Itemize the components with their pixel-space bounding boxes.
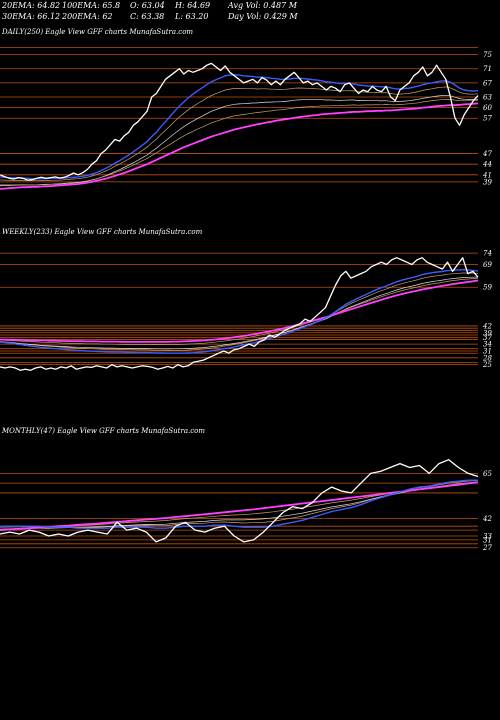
weekly-ytick-label-3: 42 <box>482 322 492 330</box>
header-row1-item-1: 100EMA: 65.8 <box>62 1 121 10</box>
daily-ema-band-1 <box>0 94 479 186</box>
monthly-ema20-line <box>0 479 478 529</box>
header-row2-item-2: C: 63.38 <box>130 12 165 21</box>
daily-ema20-line <box>0 74 479 180</box>
daily-ytick-label-0: 75 <box>483 51 492 59</box>
weekly-ema-band-1 <box>0 276 479 350</box>
header-row2-item-1: 200EMA: 62 <box>62 12 113 21</box>
daily-ytick-label-6: 47 <box>482 150 492 158</box>
daily-price-line <box>0 62 479 181</box>
weekly-ytick-label-5: 37 <box>483 334 492 342</box>
header-row2-item-3: L: 63.20 <box>175 12 209 21</box>
header-row1-item-4: Avg Vol: 0.487 M <box>228 1 297 10</box>
header-row1-item-2: O: 63.04 <box>130 1 165 10</box>
daily-ytick-label-4: 60 <box>483 104 492 112</box>
header-row1-item-0: 20EMA: 64.82 <box>2 1 61 10</box>
daily-panel-title: DAILY(250) Eagle View GFF charts MunafaS… <box>2 28 194 36</box>
monthly-ytick-label-3: 31 <box>483 536 492 544</box>
weekly-ema20-line <box>0 269 479 354</box>
weekly-panel-title: WEEKLY(233) Eagle View GFF charts Munafa… <box>2 228 203 236</box>
monthly-ema-band-2 <box>0 481 479 530</box>
weekly-ytick-label-6: 34 <box>483 341 492 349</box>
weekly-ema-band-2 <box>0 277 479 346</box>
weekly-ytick-label-2: 59 <box>483 284 492 292</box>
weekly-ema-band-0 <box>0 272 479 351</box>
monthly-ytick-label-4: 27 <box>482 544 492 552</box>
monthly-ytick-label-0: 65 <box>483 470 492 478</box>
header-row2-item-4: Day Vol: 0.429 M <box>228 12 298 21</box>
weekly-ytick-label-0: 74 <box>483 250 492 258</box>
weekly-ytick-label-4: 39 <box>483 329 492 337</box>
daily-ytick-label-7: 44 <box>482 161 492 169</box>
daily-ema200-line <box>0 102 479 190</box>
weekly-price-line <box>0 257 479 371</box>
daily-ytick-label-2: 67 <box>483 79 492 87</box>
monthly-panel-title: MONTHLY(47) Eagle View GFF charts Munafa… <box>2 427 205 435</box>
daily-ytick-label-1: 71 <box>483 65 492 73</box>
monthly-ema-band-0 <box>0 480 479 528</box>
monthly-ytick-label-2: 33 <box>483 532 492 540</box>
daily-ytick-label-8: 41 <box>482 171 492 179</box>
daily-ema-band-2 <box>0 98 479 187</box>
daily-ytick-label-5: 57 <box>483 115 492 123</box>
header-row2-item-0: 30EMA: 66.12 <box>2 12 61 21</box>
daily-ytick-label-9: 39 <box>483 178 492 186</box>
weekly-ema200-line <box>0 279 479 343</box>
header-row1-item-3: H: 64.69 <box>175 1 211 10</box>
weekly-ytick-label-8: 28 <box>482 354 492 362</box>
monthly-price-line <box>0 459 479 543</box>
weekly-ytick-label-1: 69 <box>483 261 492 269</box>
weekly-ytick-label-9: 25 <box>482 361 492 369</box>
monthly-ytick-label-1: 42 <box>482 515 492 523</box>
daily-ytick-label-3: 63 <box>483 94 492 102</box>
weekly-ytick-label-7: 31 <box>483 347 492 355</box>
